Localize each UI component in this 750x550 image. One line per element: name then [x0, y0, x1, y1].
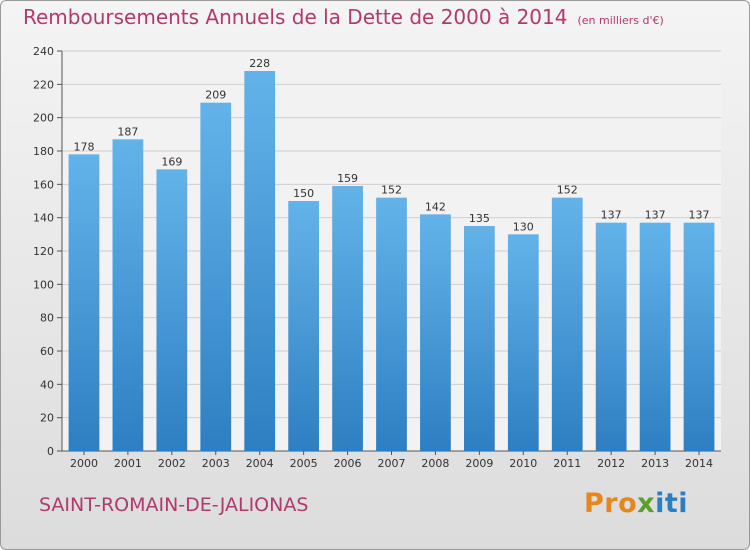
bar	[376, 197, 407, 451]
bar	[683, 222, 715, 451]
data-label: 228	[249, 57, 270, 70]
logo-part-2: x	[637, 488, 656, 519]
chart-title-text: Remboursements Annuels de la Dette de 20…	[23, 5, 568, 29]
bar	[288, 201, 320, 451]
y-tick-label: 40	[40, 378, 54, 391]
x-tick-label: 2010	[509, 457, 537, 470]
bar	[507, 234, 539, 451]
x-tick-label: 2011	[553, 457, 581, 470]
data-label: 150	[293, 187, 314, 200]
data-label: 152	[557, 184, 578, 197]
logo-part-3: iti	[655, 488, 688, 519]
y-tick-label: 20	[40, 412, 54, 425]
chart-title: Remboursements Annuels de la Dette de 20…	[23, 5, 664, 29]
bar	[244, 71, 276, 451]
data-label: 137	[689, 209, 710, 222]
y-tick-label: 180	[33, 145, 54, 158]
y-tick-label: 220	[33, 78, 54, 91]
x-tick-label: 2003	[202, 457, 230, 470]
bar	[200, 102, 232, 452]
town-name: SAINT-ROMAIN-DE-JALIONAS	[39, 494, 309, 516]
bar	[595, 222, 627, 451]
x-tick-label: 2007	[378, 457, 406, 470]
data-label: 142	[425, 200, 446, 213]
y-tick-label: 160	[33, 178, 54, 191]
data-label: 159	[337, 172, 358, 185]
proxiti-logo: Proxiti	[584, 488, 688, 519]
chart-unit: (en milliers d'€)	[577, 14, 664, 27]
bar	[68, 154, 100, 452]
y-tick-label: 0	[47, 445, 54, 458]
data-label: 169	[161, 155, 182, 168]
data-label: 209	[205, 89, 226, 102]
x-tick-label: 2012	[597, 457, 625, 470]
data-label: 130	[513, 220, 534, 233]
x-tick-label: 2009	[465, 457, 493, 470]
data-label: 187	[117, 125, 138, 138]
x-tick-label: 2000	[70, 457, 98, 470]
x-tick-label: 2013	[641, 457, 669, 470]
x-tick-label: 2014	[685, 457, 713, 470]
x-tick-label: 2004	[246, 457, 274, 470]
x-tick-label: 2002	[158, 457, 186, 470]
data-label: 178	[73, 140, 94, 153]
bar	[463, 226, 495, 451]
y-tick-label: 200	[33, 112, 54, 125]
bar	[112, 139, 144, 452]
x-tick-label: 2005	[290, 457, 318, 470]
bar	[639, 222, 671, 451]
y-tick-label: 240	[33, 45, 54, 58]
y-tick-label: 120	[33, 245, 54, 258]
data-label: 135	[469, 212, 490, 225]
x-tick-label: 2008	[421, 457, 449, 470]
x-tick-label: 2006	[334, 457, 362, 470]
data-label: 137	[645, 209, 666, 222]
y-tick-label: 60	[40, 345, 54, 358]
logo-part-1: Pro	[584, 488, 638, 519]
y-tick-label: 100	[33, 278, 54, 291]
data-label: 137	[601, 209, 622, 222]
bar	[332, 186, 363, 451]
y-tick-label: 80	[40, 312, 54, 325]
data-label: 152	[381, 184, 402, 197]
bar	[420, 214, 451, 451]
bar	[551, 197, 583, 451]
x-tick-label: 2001	[114, 457, 142, 470]
y-tick-label: 140	[33, 212, 54, 225]
bar	[156, 169, 188, 452]
